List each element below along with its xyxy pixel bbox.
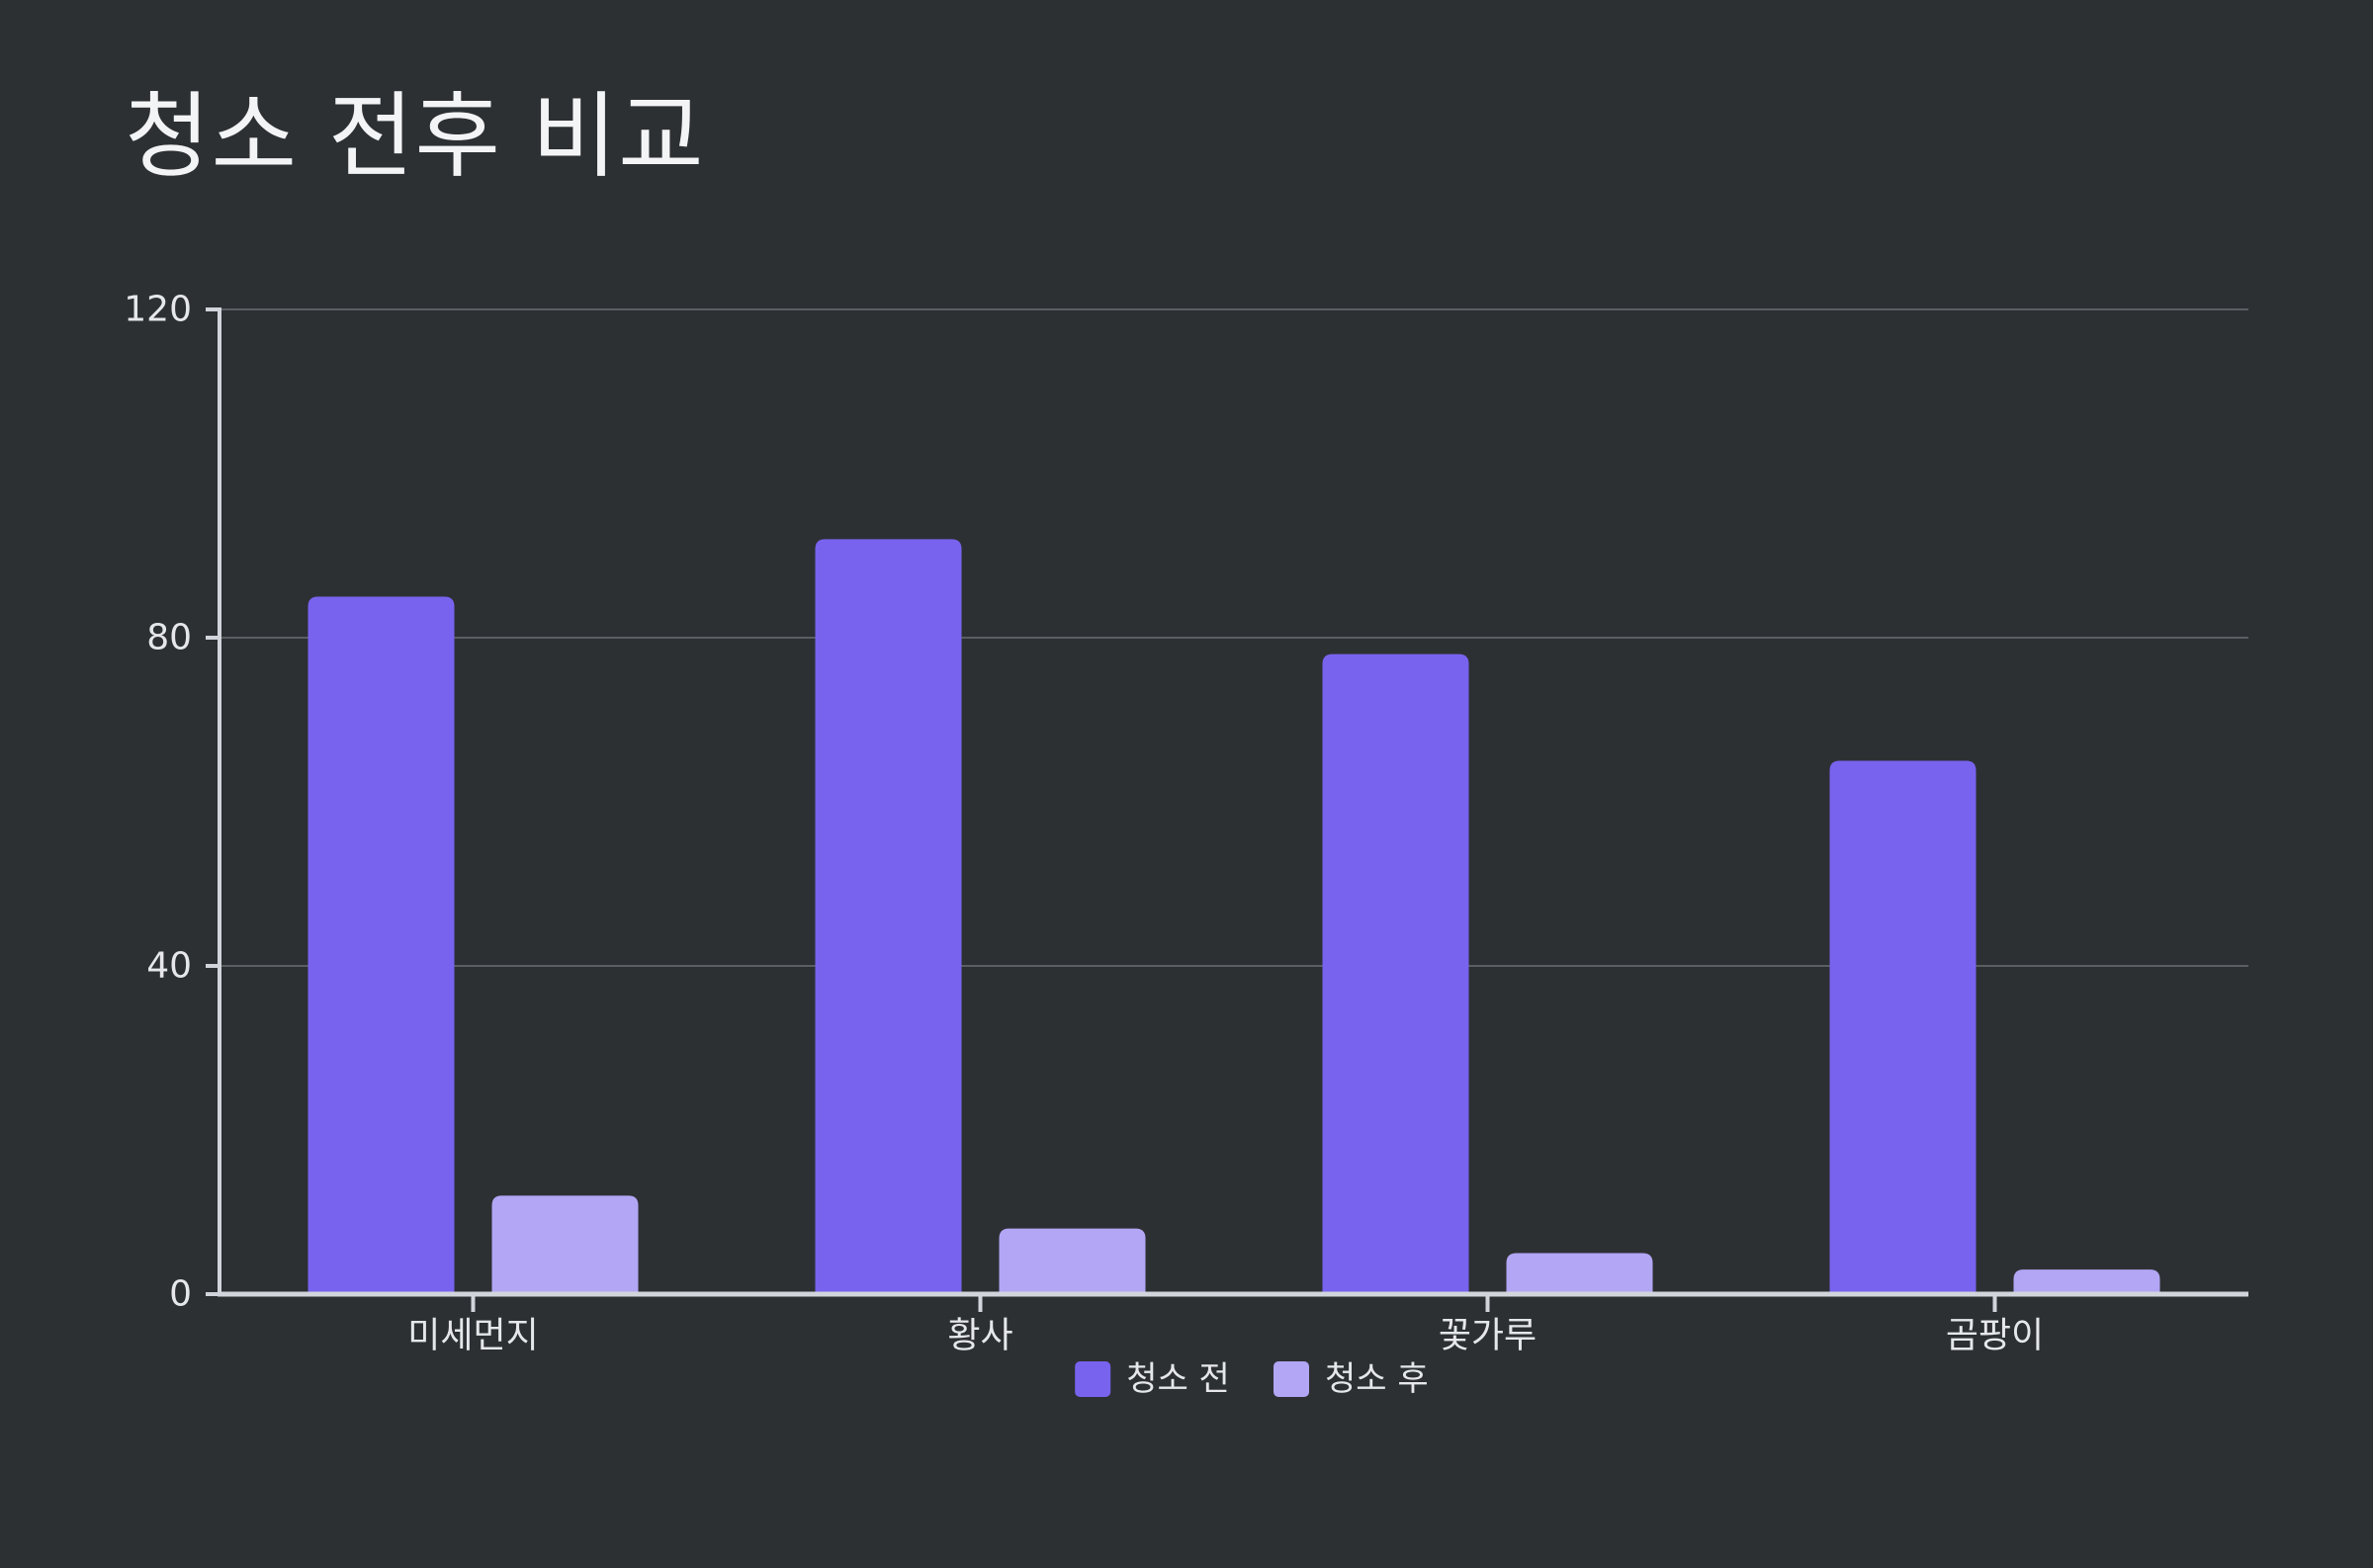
bar-before xyxy=(815,539,962,1294)
bar-before xyxy=(1322,653,1469,1294)
bar-after xyxy=(999,1228,1146,1294)
bar-after xyxy=(2013,1269,2160,1294)
legend-swatch xyxy=(1075,1361,1111,1397)
axes xyxy=(206,307,2248,1312)
bar-before xyxy=(308,596,455,1294)
x-tick-label: 꽃가루 xyxy=(1439,1316,1537,1356)
legend: 청소 전 청소 후 xyxy=(1075,1359,1429,1399)
bar-before xyxy=(1829,760,1977,1294)
y-tick-label: 80 xyxy=(146,618,192,658)
y-tick-label: 120 xyxy=(124,290,192,330)
bar-after xyxy=(491,1195,639,1294)
x-tick-label: 곰팡이 xyxy=(1946,1316,2044,1356)
x-tick-label: 미세먼지 xyxy=(407,1316,538,1356)
y-tick-label: 40 xyxy=(146,946,192,987)
legend-swatch xyxy=(1274,1361,1309,1397)
tick-labels: 0 40 80 120 미세먼지 황사 꽃가루 곰팡이 xyxy=(124,290,2044,1356)
bars xyxy=(308,539,2160,1294)
y-tick-label: 0 xyxy=(169,1274,192,1315)
legend-label: 청소 전 xyxy=(1126,1359,1230,1399)
legend-label: 청소 후 xyxy=(1325,1359,1429,1399)
chart-title: 청소 전후 비교 xyxy=(125,83,705,191)
bar-after xyxy=(1506,1253,1653,1294)
x-tick-label: 황사 xyxy=(947,1316,1012,1356)
